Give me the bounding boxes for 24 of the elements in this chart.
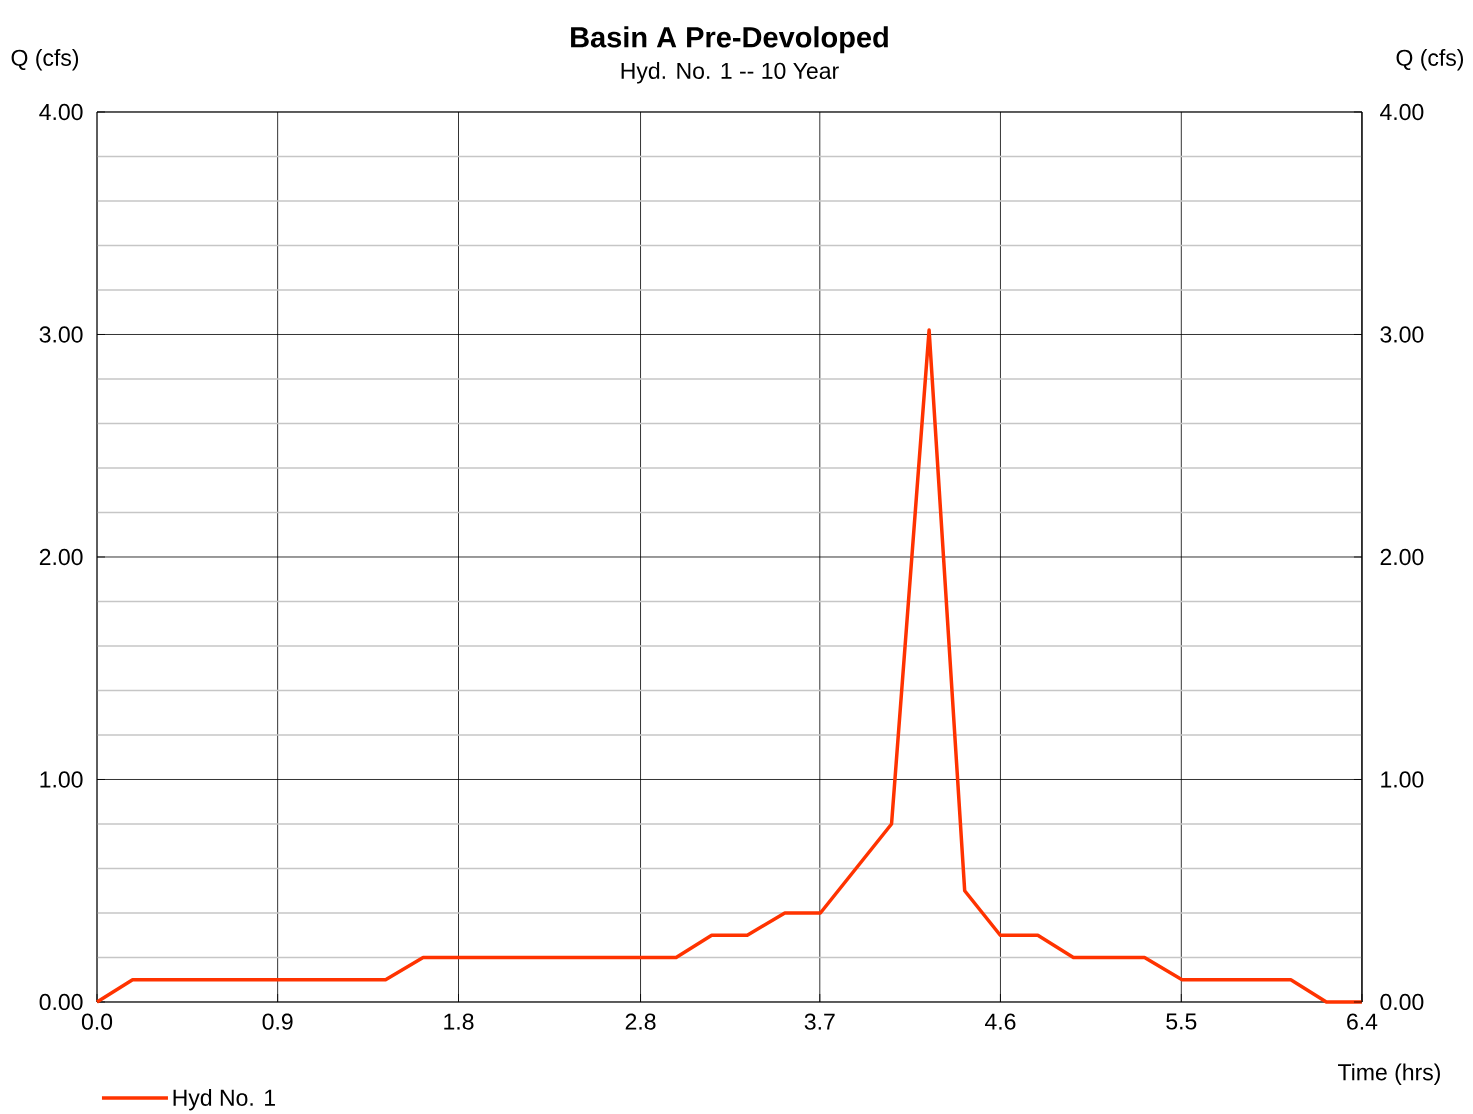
y2-tick-label: 1.00 xyxy=(1381,771,1424,788)
legend-label: Hyd No. 1 xyxy=(173,1089,275,1111)
x-tick-label: 0.0 xyxy=(81,1013,113,1030)
y-axis-title: Q (cfs) xyxy=(11,49,79,71)
x-axis-title: Time (hrs) xyxy=(1338,1063,1440,1085)
y2-tick-label: 0.00 xyxy=(1380,993,1424,1011)
x-tick-label: 5.5 xyxy=(1166,1013,1197,1030)
x-tick-label: 0.9 xyxy=(262,1013,293,1030)
y-tick-label: 1.00 xyxy=(40,771,83,788)
x-tick-label: 3.7 xyxy=(804,1013,835,1030)
y-tick-label: 2.00 xyxy=(39,548,83,566)
x-tick-label: 6.4 xyxy=(1347,1013,1378,1030)
y-tick-label: 3.00 xyxy=(39,326,83,343)
x-tick-label: 2.8 xyxy=(625,1013,656,1030)
y2-tick-label: 3.00 xyxy=(1380,326,1424,343)
y2-tick-label: 2.00 xyxy=(1380,548,1424,566)
y2-tick-label: 4.00 xyxy=(1380,103,1424,121)
x-tick-label: 1.8 xyxy=(444,1013,474,1030)
y-tick-label: 0.00 xyxy=(39,993,83,1011)
y2-axis-title: Q (cfs) xyxy=(1396,49,1464,71)
y-tick-label: 4.00 xyxy=(39,103,83,121)
chart-subtitle: Hyd. No. 1 -- 10 Year xyxy=(621,62,839,84)
chart-title: Basin A Pre-Devoloped xyxy=(571,26,888,54)
x-tick-label: 4.6 xyxy=(985,1013,1016,1030)
